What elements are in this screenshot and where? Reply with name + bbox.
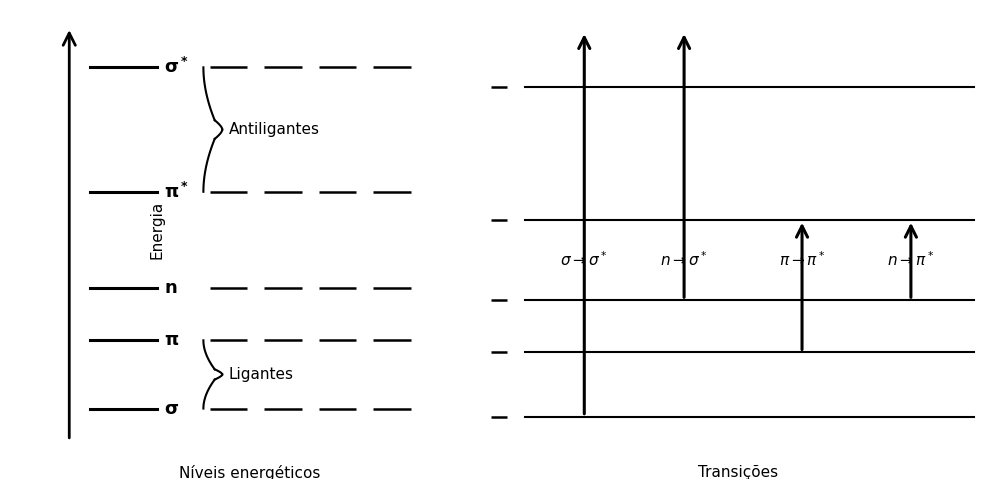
Text: Antiligantes: Antiligantes <box>229 122 319 137</box>
Text: $n \rightarrow \pi^*$: $n \rightarrow \pi^*$ <box>887 251 934 269</box>
Text: $\pi \rightarrow \pi^*$: $\pi \rightarrow \pi^*$ <box>778 251 825 269</box>
Text: $\mathbf{\sigma}$: $\mathbf{\sigma}$ <box>164 399 179 418</box>
Text: $\mathbf{\pi^*}$: $\mathbf{\pi^*}$ <box>164 182 189 202</box>
Text: $\mathbf{n}$: $\mathbf{n}$ <box>164 279 177 297</box>
Text: $\mathbf{\sigma^*}$: $\mathbf{\sigma^*}$ <box>164 57 189 78</box>
Text: $\mathbf{\pi}$: $\mathbf{\pi}$ <box>164 331 179 349</box>
Text: Transições: Transições <box>699 465 778 479</box>
Text: $n \rightarrow \sigma^*$: $n \rightarrow \sigma^*$ <box>660 251 708 269</box>
Text: $\sigma \rightarrow \sigma^*$: $\sigma \rightarrow \sigma^*$ <box>560 251 608 269</box>
Text: Níveis energéticos: Níveis energéticos <box>179 465 320 479</box>
Text: Energia: Energia <box>150 201 165 259</box>
Text: Ligantes: Ligantes <box>229 367 293 382</box>
